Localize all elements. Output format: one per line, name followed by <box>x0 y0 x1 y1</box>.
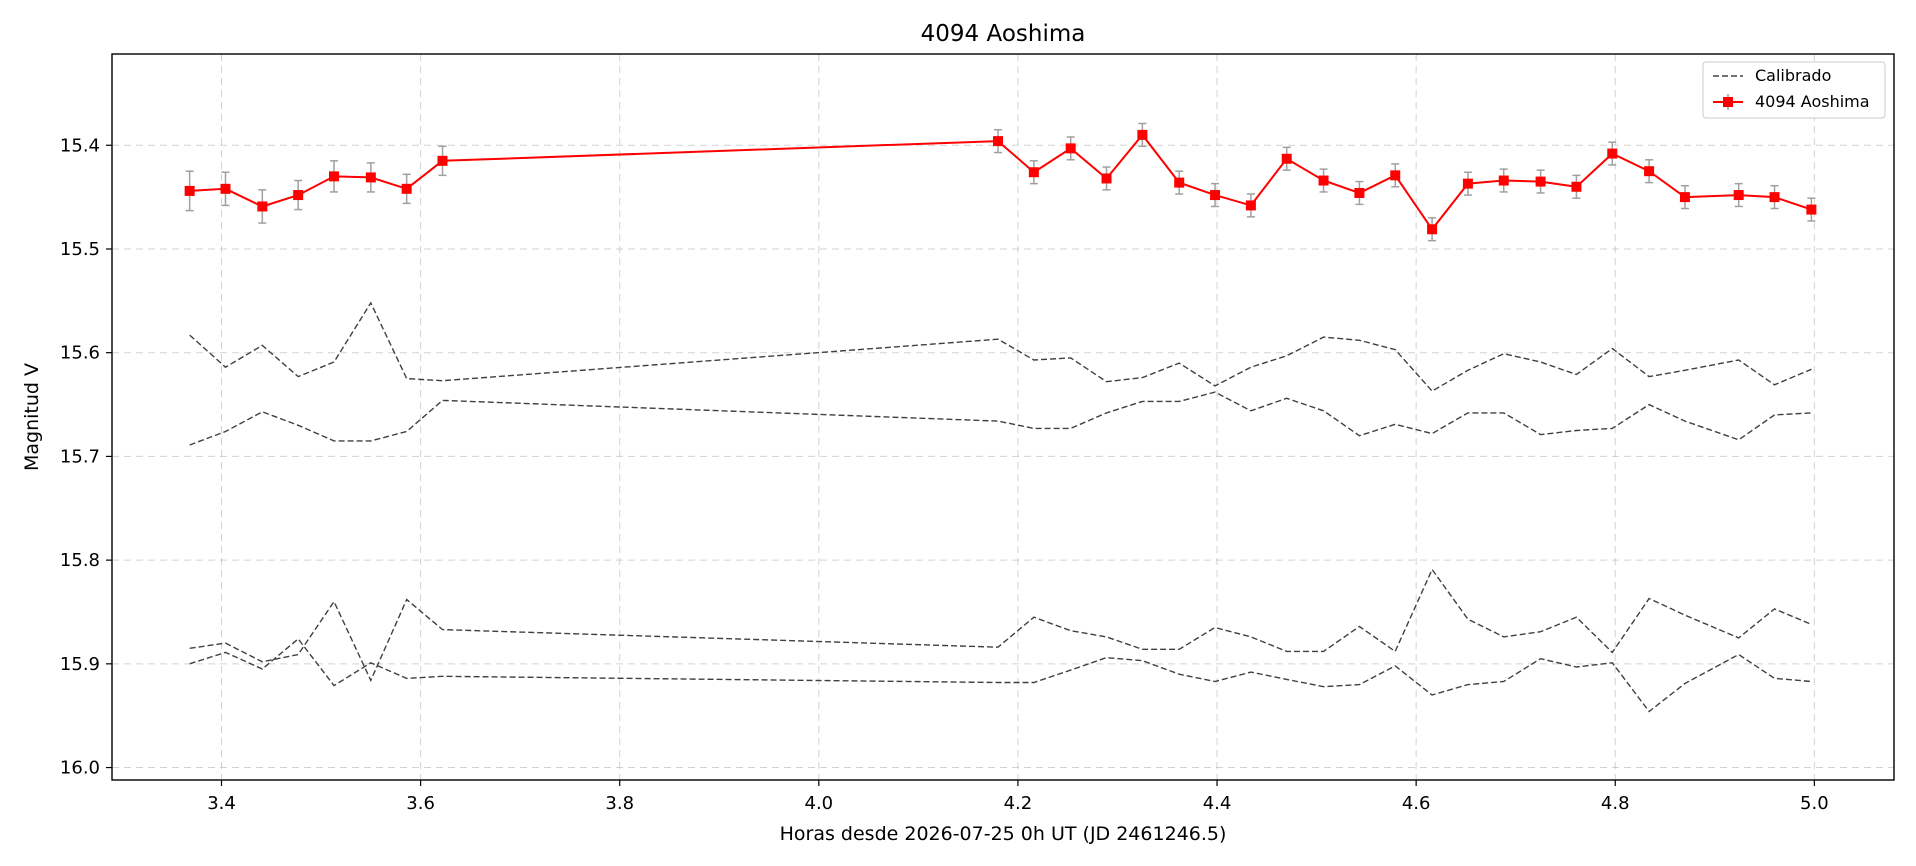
data-point-marker <box>1174 177 1185 188</box>
y-tick-label: 16.0 <box>60 758 100 779</box>
data-point-marker <box>1137 129 1148 140</box>
legend-calibrado-label: Calibrado <box>1755 66 1831 85</box>
y-tick-label: 15.8 <box>60 550 100 571</box>
data-point-marker <box>1498 175 1509 186</box>
comparison-star-line <box>189 391 1812 446</box>
x-tick-label: 3.6 <box>406 793 435 814</box>
data-point-marker <box>1535 176 1546 187</box>
legend: Calibrado 4094 Aoshima <box>1702 61 1886 119</box>
legend-aoshima-label: 4094 Aoshima <box>1755 92 1870 111</box>
y-axis-label: Magnitud V <box>21 363 43 471</box>
data-point-marker <box>184 185 195 196</box>
comparison-star-line <box>189 301 1812 392</box>
x-tick-label: 4.6 <box>1402 793 1431 814</box>
y-tick-label: 15.5 <box>60 239 100 260</box>
comparison-star-line <box>189 637 1812 713</box>
x-axis-label: Horas desde 2026-07-25 0h UT (JD 2461246… <box>780 823 1227 845</box>
data-point-marker <box>1354 187 1365 198</box>
chart-title: 4094 Aoshima <box>921 21 1086 47</box>
data-point-marker <box>1607 148 1618 159</box>
comparison-star-line <box>189 568 1812 683</box>
x-tick-label: 4.2 <box>1004 793 1033 814</box>
data-point-marker <box>1245 200 1256 211</box>
y-tick-label: 15.6 <box>60 343 100 364</box>
data-point-marker <box>1210 190 1221 201</box>
data-point-marker <box>1065 143 1076 154</box>
x-tick-label: 4.4 <box>1203 793 1232 814</box>
y-axis: 15.4 15.5 15.6 15.7 15.8 15.9 16.0 <box>60 135 112 779</box>
plot-frame <box>111 53 1895 781</box>
data-point-marker <box>1427 224 1438 235</box>
legend-aoshima-marker <box>1723 97 1733 107</box>
data-point-marker <box>437 155 448 166</box>
y-tick-label: 15.7 <box>60 446 100 467</box>
data-point-marker <box>293 190 304 201</box>
data-point-marker <box>1571 181 1582 192</box>
data-point-marker <box>401 183 412 194</box>
data-point-marker <box>1806 204 1817 215</box>
data-point-marker <box>1462 178 1473 189</box>
data-point-marker <box>1733 190 1744 201</box>
x-tick-label: 3.4 <box>207 793 236 814</box>
data-point-marker <box>1281 153 1292 164</box>
target-line <box>189 133 1812 231</box>
data-point-marker <box>1028 167 1039 178</box>
data-point-marker <box>1318 175 1329 186</box>
grid <box>112 54 1894 780</box>
y-tick-label: 15.9 <box>60 654 100 675</box>
data-point-marker <box>220 183 231 194</box>
data-point-marker <box>1390 170 1401 181</box>
data-point-marker <box>1101 173 1112 184</box>
x-tick-label: 5.0 <box>1800 793 1829 814</box>
y-tick-label: 15.4 <box>60 135 100 156</box>
data-point-marker <box>1644 166 1655 177</box>
legend-box <box>1702 61 1886 119</box>
data-point-marker <box>1679 192 1690 203</box>
data-point-marker <box>329 171 340 182</box>
data-point-marker <box>257 201 268 212</box>
x-axis: 3.4 3.6 3.8 4.0 4.2 4.4 4.6 4.8 5.0 <box>207 780 1829 814</box>
x-tick-label: 4.8 <box>1601 793 1630 814</box>
series-layer <box>184 122 1817 713</box>
x-tick-label: 4.0 <box>805 793 834 814</box>
data-point-marker <box>365 172 376 183</box>
data-point-marker <box>993 136 1004 147</box>
x-tick-label: 3.8 <box>605 793 634 814</box>
data-point-marker <box>1769 192 1780 203</box>
